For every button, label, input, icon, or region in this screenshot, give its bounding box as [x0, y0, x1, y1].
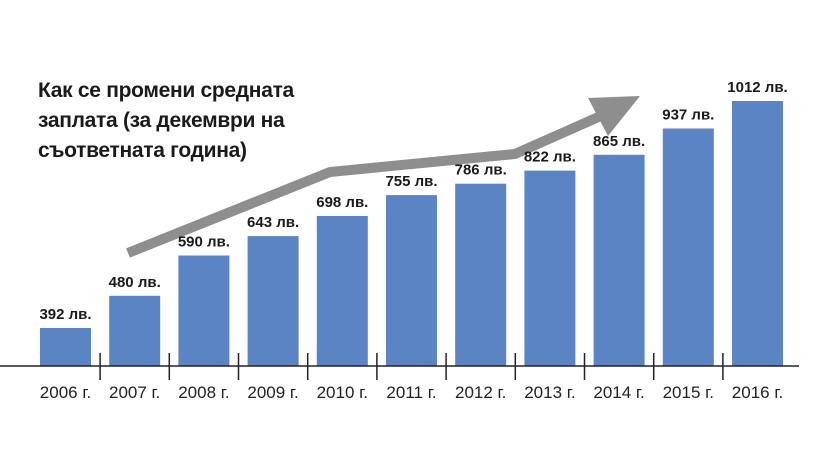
bar-2009 [247, 236, 299, 366]
bars [40, 101, 783, 366]
value-label: 865 лв. [593, 133, 645, 150]
value-label: 822 лв. [524, 149, 576, 166]
value-label: 937 лв. [662, 107, 714, 124]
x-axis-label: 2012 г. [455, 383, 506, 402]
bar-2010 [316, 216, 368, 366]
x-axis-label: 2015 г. [663, 383, 714, 402]
bar-2011 [386, 195, 437, 366]
bar-2007 [109, 295, 161, 366]
chart-title: Как се промени средната заплата (за деке… [38, 79, 295, 162]
bar-2008 [178, 255, 230, 366]
bar-2012 [455, 183, 507, 366]
bar-2016 [732, 101, 783, 366]
x-axis-label: 2007 г. [109, 383, 160, 402]
value-label: 392 лв. [39, 306, 91, 323]
value-label: 643 лв. [247, 214, 299, 231]
chart-title-line-1: Как се промени средната [38, 79, 295, 102]
chart-title-line-2: заплата (за декември на [38, 109, 285, 132]
value-labels: 392 лв. 480 лв. 590 лв. 643 лв. 698 лв. 755 л… [39, 79, 787, 323]
value-label: 590 лв. [178, 234, 230, 251]
x-axis-labels: 2006 г. 2007 г. 2008 г. 2009 г. 2010 г. 2011 … [40, 383, 783, 402]
x-axis-label: 2009 г. [247, 383, 298, 402]
x-axis-label: 2014 г. [593, 383, 644, 402]
x-axis [0, 353, 799, 380]
value-label: 755 лв. [385, 173, 437, 190]
bar-2015 [662, 128, 714, 366]
x-axis-label: 2011 г. [386, 383, 436, 402]
bar-2006 [40, 328, 91, 366]
x-axis-label: 2010 г. [317, 383, 368, 402]
bar-2013 [524, 170, 576, 366]
trend-arrow-icon [126, 96, 640, 258]
x-axis-label: 2008 г. [178, 383, 229, 402]
x-axis-label: 2013 г. [524, 383, 575, 402]
x-axis-label: 2016 г. [732, 383, 783, 402]
value-label: 698 лв. [316, 194, 368, 211]
x-axis-label: 2006 г. [40, 383, 91, 402]
value-label: 480 лв. [109, 274, 161, 291]
bar-2014 [593, 154, 645, 366]
chart-title-line-3: съответната година) [38, 139, 247, 162]
value-label: 786 лв. [455, 162, 507, 179]
x-axis-ticks [99, 353, 724, 380]
value-label: 1012 лв. [727, 79, 787, 96]
